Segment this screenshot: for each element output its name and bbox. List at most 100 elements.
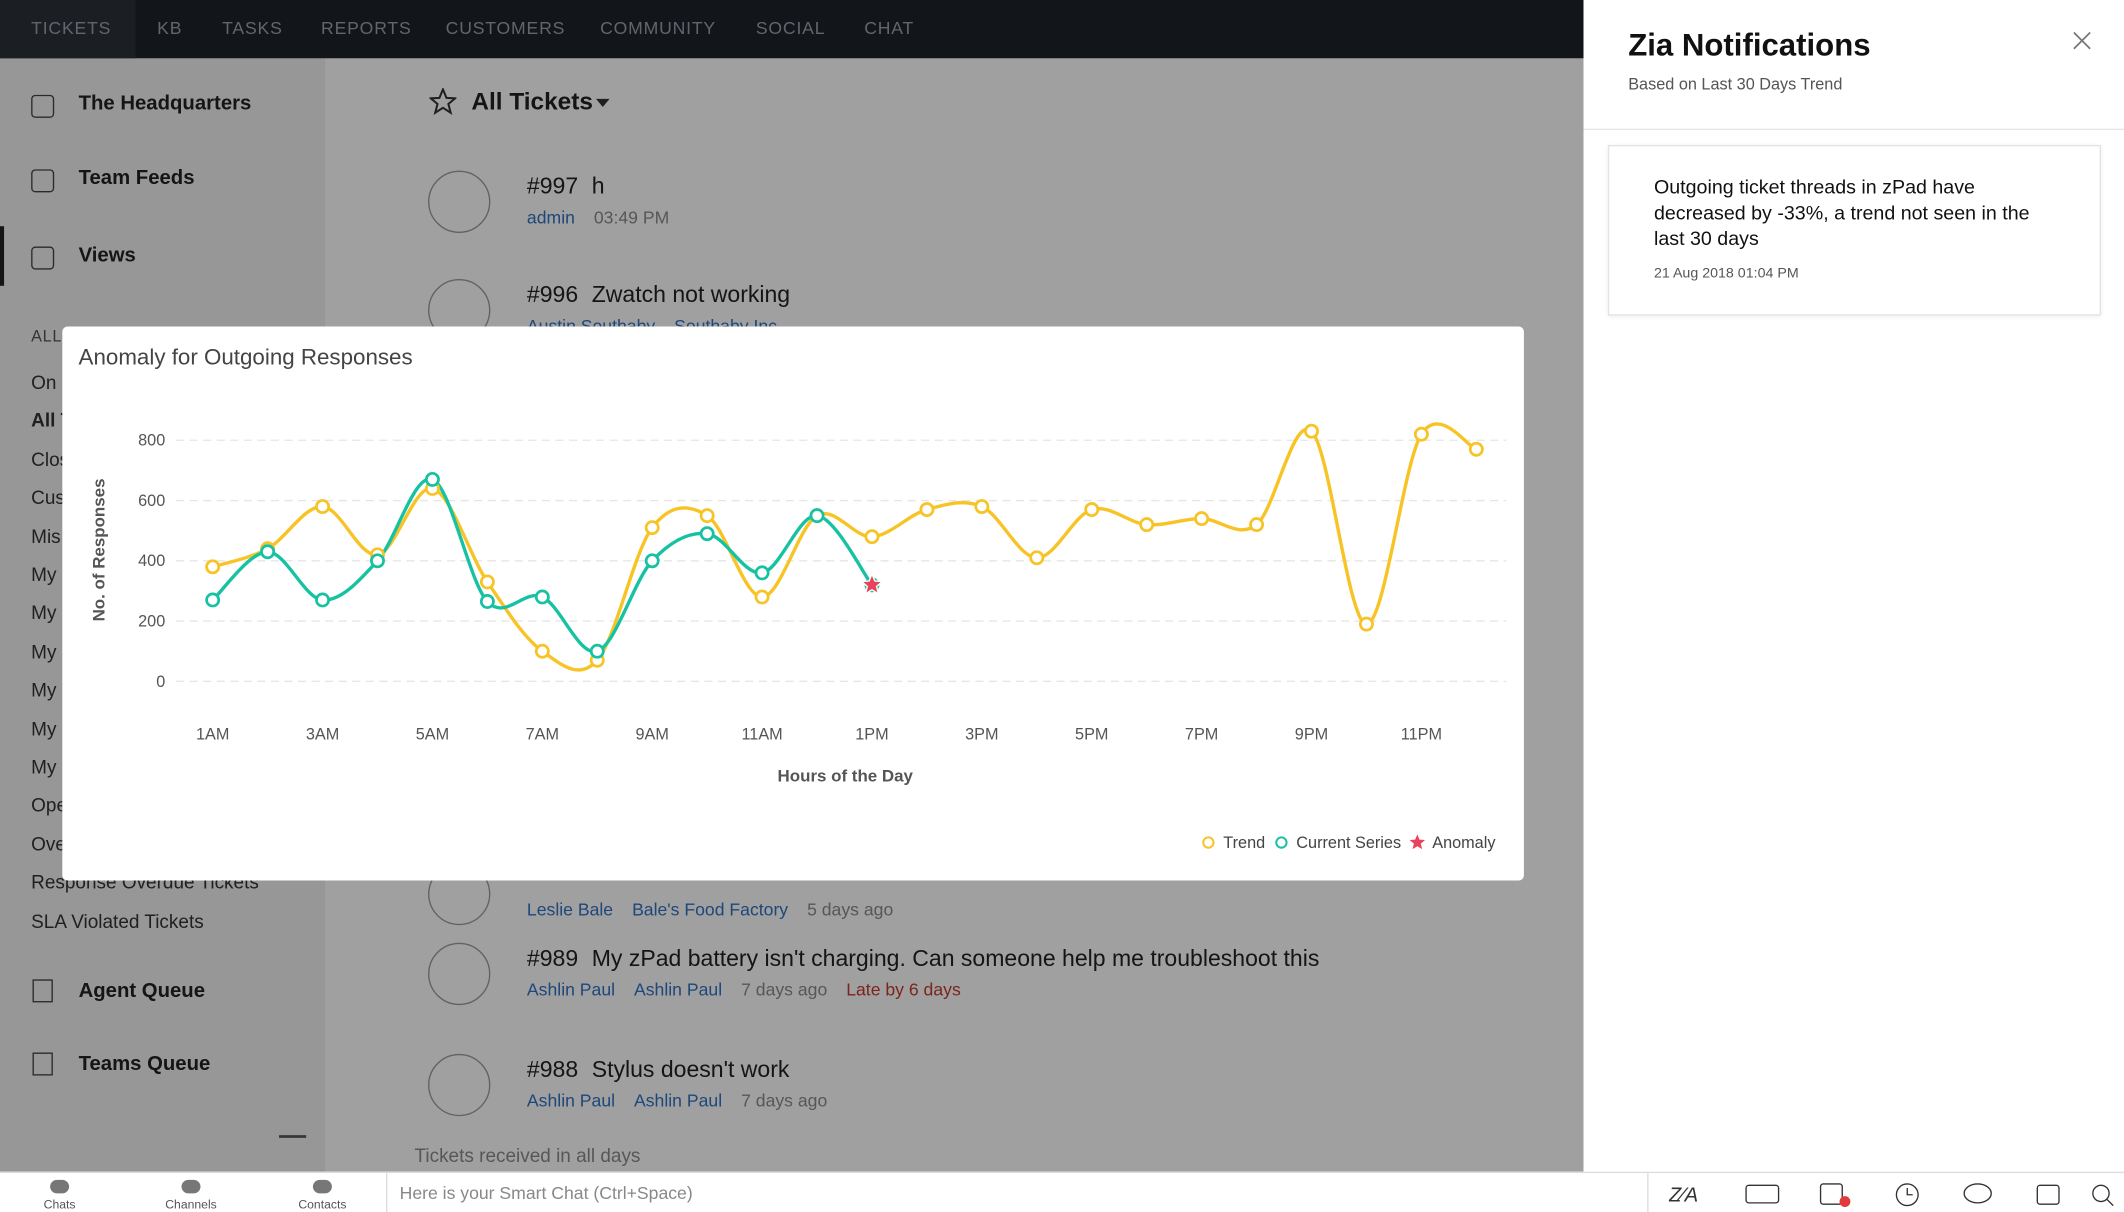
ticket-title[interactable]: #989 My zPad battery isn't charging. Can … <box>527 946 1333 973</box>
data-point[interactable] <box>1249 517 1265 533</box>
ticket-icon[interactable] <box>1819 1183 1843 1205</box>
queue-item[interactable]: Teams Queue <box>78 1052 211 1076</box>
data-point[interactable] <box>644 520 660 536</box>
view-item[interactable]: Ove <box>31 832 66 855</box>
data-point[interactable] <box>260 544 276 560</box>
dropdown-caret[interactable] <box>596 98 610 109</box>
nav-tab[interactable]: CHAT <box>864 17 915 38</box>
ticket-subject: h <box>591 173 605 200</box>
reply-icon[interactable] <box>2036 1184 2060 1205</box>
view-item[interactable]: Cus <box>31 486 65 509</box>
data-point[interactable] <box>1029 550 1045 566</box>
view-item[interactable]: My <box>31 678 57 701</box>
view-item[interactable]: SLA Violated Tickets <box>31 909 204 932</box>
nav-tab[interactable]: CUSTOMERS <box>445 17 566 38</box>
bottom-tab-icon[interactable] <box>181 1179 201 1194</box>
ticket-account[interactable]: Ashlin Paul <box>634 979 723 1000</box>
anomaly-marker[interactable] <box>859 572 884 596</box>
keyboard-icon[interactable] <box>1745 1184 1780 1204</box>
ticket-title[interactable]: #996 Zwatch not working <box>527 282 804 309</box>
view-item[interactable]: Clos <box>31 448 70 470</box>
data-point[interactable] <box>974 499 990 514</box>
close-button[interactable] <box>2073 31 2092 50</box>
series-line <box>212 422 1478 672</box>
sidebar-item[interactable]: Views <box>78 243 136 267</box>
x-tick-label: 9PM <box>1295 726 1328 744</box>
view-item[interactable]: All T <box>31 409 73 432</box>
bottom-tab[interactable]: Contacts <box>298 1197 347 1212</box>
nav-tab[interactable]: TICKETS <box>31 17 112 38</box>
legend-label[interactable]: Current Series <box>1296 834 1401 852</box>
data-point[interactable] <box>534 643 550 659</box>
ticket-contact[interactable]: Leslie Bale <box>526 899 614 920</box>
ticket-title[interactable]: #997 h <box>527 173 618 200</box>
data-point[interactable] <box>205 559 221 575</box>
view-item[interactable]: My <box>31 601 57 624</box>
view-item[interactable]: On <box>31 371 57 393</box>
data-point[interactable] <box>534 589 550 605</box>
data-point[interactable] <box>424 471 440 487</box>
view-item[interactable]: My <box>31 717 57 740</box>
data-point[interactable] <box>1468 441 1484 457</box>
data-point[interactable] <box>1304 423 1319 439</box>
ticket-contact[interactable]: admin <box>526 207 575 228</box>
ticket-title[interactable]: #988 Stylus doesn't work <box>527 1057 803 1084</box>
nav-tab[interactable]: COMMUNITY <box>600 17 716 38</box>
star-icon[interactable] <box>429 88 457 115</box>
data-point[interactable] <box>754 565 770 581</box>
clock-icon[interactable] <box>1895 1183 1919 1207</box>
legend-label[interactable]: Trend <box>1223 834 1265 852</box>
data-point[interactable] <box>205 592 221 608</box>
bottom-tab-icon[interactable] <box>50 1179 70 1194</box>
ticket-meta: admin 03:49 PM <box>527 207 688 227</box>
view-item[interactable]: Mis <box>31 525 61 547</box>
data-point[interactable] <box>479 574 495 590</box>
data-point[interactable] <box>315 592 331 608</box>
data-point[interactable] <box>809 508 825 524</box>
sidebar-item[interactable]: The Headquarters <box>78 92 252 116</box>
view-item[interactable]: Ope <box>31 794 68 816</box>
data-point[interactable] <box>1194 511 1210 527</box>
search-icon[interactable] <box>2092 1184 2110 1203</box>
data-point[interactable] <box>919 502 935 518</box>
data-point[interactable] <box>1359 616 1374 632</box>
toolbar-icons[interactable]: Z⁄A <box>1669 1181 2124 1208</box>
data-point[interactable] <box>864 529 880 545</box>
y-tick-label: 400 <box>138 552 165 570</box>
data-point[interactable] <box>479 594 495 609</box>
bottom-tab-icon[interactable] <box>312 1179 332 1194</box>
nav-tab[interactable]: REPORTS <box>321 17 412 38</box>
bottom-tab[interactable]: Channels <box>165 1197 217 1212</box>
data-point[interactable] <box>1139 517 1155 533</box>
legend-label[interactable]: Anomaly <box>1432 834 1496 852</box>
data-point[interactable] <box>644 553 660 569</box>
view-item[interactable]: My <box>31 755 57 778</box>
queue-item[interactable]: Agent Queue <box>78 979 206 1003</box>
data-point[interactable] <box>1084 502 1100 518</box>
data-point[interactable] <box>315 499 331 514</box>
data-point[interactable] <box>370 553 385 569</box>
view-item[interactable]: My <box>31 563 57 586</box>
data-point[interactable] <box>589 643 605 659</box>
collapse-icon[interactable] <box>279 1135 307 1138</box>
view-item[interactable]: My <box>31 640 57 663</box>
data-point[interactable] <box>699 526 715 542</box>
chat-icon[interactable] <box>1963 1183 1992 1204</box>
sidebar-item[interactable]: Team Feeds <box>78 166 195 190</box>
notification-date: 21 Aug 2018 01:04 PM <box>1653 265 1799 282</box>
ticket-contact[interactable]: Ashlin Paul <box>526 979 616 1000</box>
data-point[interactable] <box>1413 426 1429 442</box>
zia-icon[interactable]: Z⁄A <box>1669 1185 1698 1207</box>
nav-tab[interactable]: KB <box>157 17 183 38</box>
nav-tab[interactable]: SOCIAL <box>755 17 826 38</box>
ticket-account[interactable]: Ashlin Paul <box>634 1090 723 1111</box>
view-title[interactable]: All Tickets <box>471 88 593 116</box>
nav-tab[interactable]: TASKS <box>222 17 283 38</box>
bottom-tab[interactable]: Chats <box>43 1197 76 1212</box>
ticket-account[interactable]: Bale's Food Factory <box>632 899 789 920</box>
ticket-contact[interactable]: Ashlin Paul <box>526 1090 616 1111</box>
smart-chat-input[interactable]: Here is your Smart Chat (Ctrl+Space) <box>399 1182 693 1203</box>
notification-card[interactable]: Outgoing ticket threads in zPad have dec… <box>1607 144 2101 316</box>
data-point[interactable] <box>699 508 715 524</box>
data-point[interactable] <box>754 589 770 605</box>
